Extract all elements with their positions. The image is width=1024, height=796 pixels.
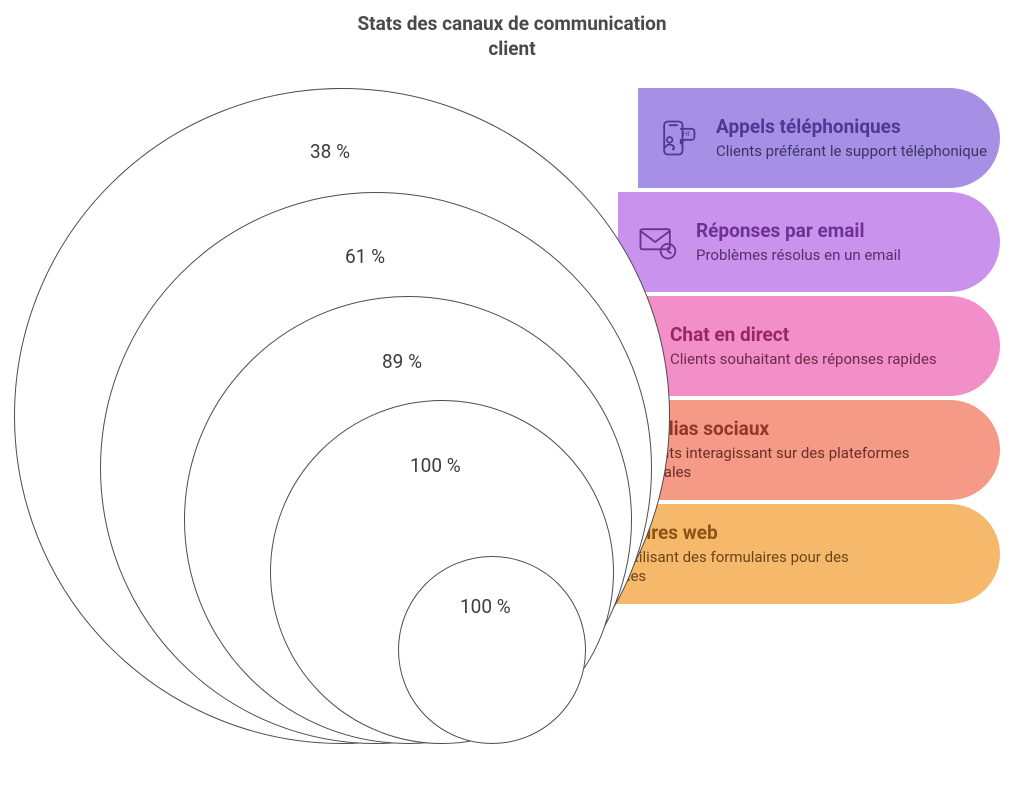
pct-label-email: 61 %	[345, 245, 385, 268]
bar-subtitle-email: Problèmes résolus en un email	[696, 246, 901, 265]
bar-text-email: Réponses par email Problèmes résolus en u…	[696, 220, 901, 265]
bar-text-social: Médias sociaux Clients interagissant sur …	[636, 418, 926, 481]
bar-title-email: Réponses par email	[696, 220, 901, 242]
pct-label-phone: 38 %	[310, 140, 350, 163]
svg-text:HI: HI	[682, 129, 689, 138]
bar-subtitle-chat: Clients souhaitant des réponses rapides	[670, 350, 937, 369]
pct-label-social: 100 %	[410, 454, 461, 477]
bar-title-chat: Chat en direct	[670, 324, 937, 346]
bar-email: Réponses par email Problèmes résolus en u…	[618, 192, 1000, 292]
chart-title-line1: Stats des canaux de communication	[357, 12, 666, 35]
chart-title: Stats des canaux de communication client	[0, 12, 1024, 61]
bar-subtitle-phone: Clients préférant le support téléphoniqu…	[716, 142, 987, 161]
circle-web	[398, 556, 586, 744]
bar-phone: HI Appels téléphoniques Clients préférant …	[638, 88, 1000, 188]
bar-text-phone: Appels téléphoniques Clients préférant le…	[716, 116, 987, 161]
bar-title-social: Médias sociaux	[636, 418, 926, 440]
bar-title-phone: Appels téléphoniques	[716, 116, 987, 138]
bar-text-chat: Chat en direct Clients souhaitant des rép…	[670, 324, 937, 369]
pct-label-chat: 89 %	[382, 350, 422, 373]
bar-subtitle-social: Clients interagissant sur des plateforme…	[636, 444, 926, 482]
phone-chat-icon: HI	[652, 113, 702, 163]
pct-label-web: 100 %	[460, 595, 511, 618]
chart-title-line2: client	[488, 37, 535, 60]
email-clock-icon	[632, 217, 682, 267]
